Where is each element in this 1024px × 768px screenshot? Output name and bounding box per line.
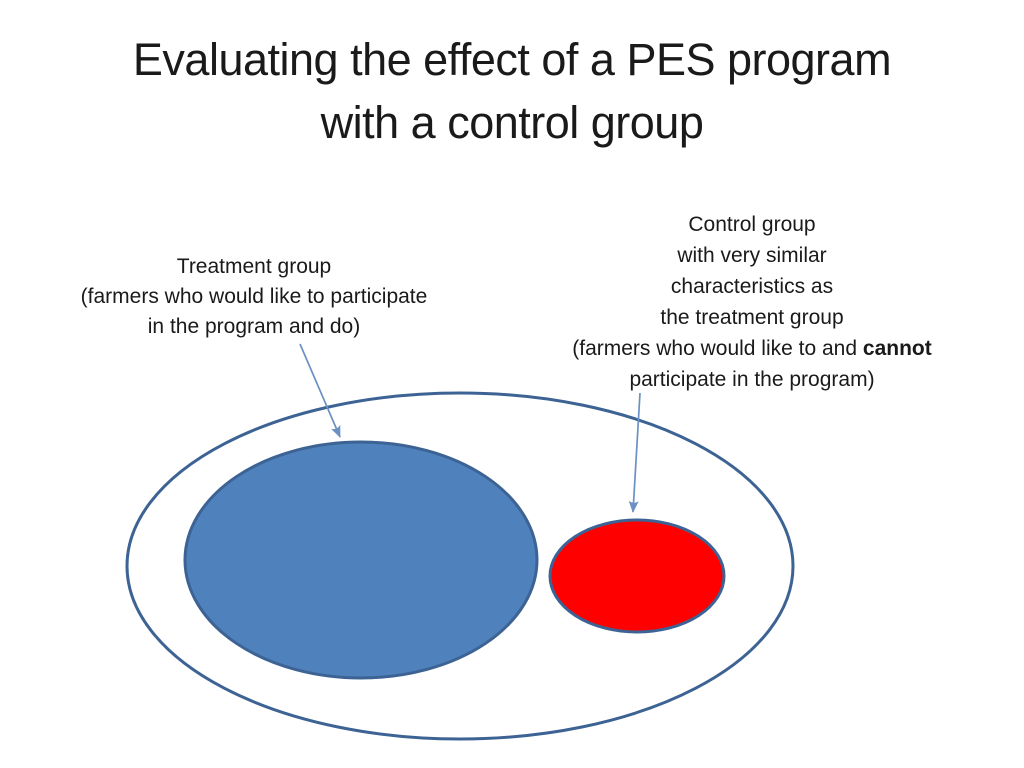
control-group-label-cannot: cannot [862,337,932,360]
control-group-label-line5: (farmers who would like to and cannot [547,333,957,364]
treatment-group-label-line1: Treatment group [176,255,332,278]
control-ellipse [548,518,726,634]
slide-title-line1: Evaluating the effect of a PES program [132,34,892,85]
slide-title: Evaluating the effect of a PES program w… [0,28,1024,154]
control-group-label-line4: the treatment group [660,306,844,329]
treatment-group-label-line3: in the program and do) [147,315,361,338]
control-group-label-line2: with very similar [677,244,827,267]
control-group-label-line1: Control group [688,213,816,236]
treatment-group-label: Treatment group (farmers who would like … [54,252,454,342]
treatment-ellipse [183,440,539,680]
control-group-label-line5-text: (farmers who would like to and [572,337,863,360]
control-group-label: Control group with very similar characte… [547,209,957,395]
control-group-label-line3: characteristics as [670,275,834,298]
treatment-group-label-line2: (farmers who would like to participate [80,285,428,308]
slide-title-line2: with a control group [320,97,704,148]
control-group-label-line6: participate in the program) [629,368,875,391]
treatment-arrow [299,343,341,438]
control-arrow [628,392,641,513]
